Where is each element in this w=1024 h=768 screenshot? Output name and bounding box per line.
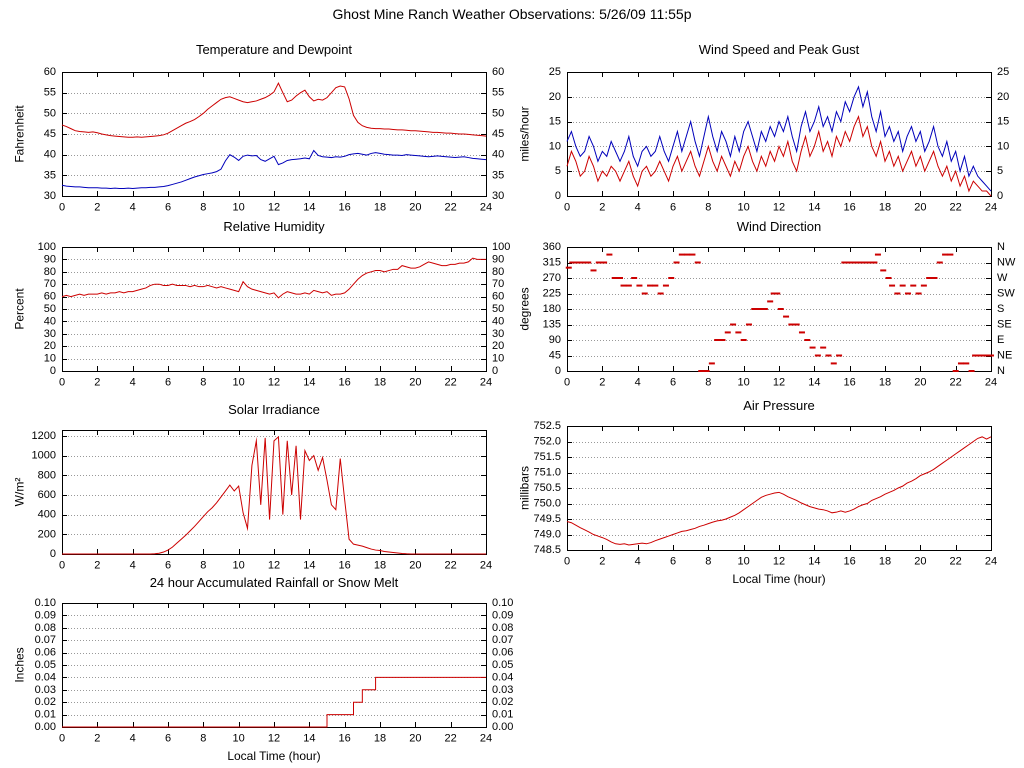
chart-air-pressure [513, 418, 1024, 574]
chart-temperature-dewpoint [8, 64, 520, 220]
chart-title-rainfall: 24 hour Accumulated Rainfall or Snow Mel… [149, 575, 399, 590]
chart-rainfall [8, 595, 520, 751]
chart-title-wind-speed: Wind Speed and Peak Gust [698, 42, 860, 57]
chart-title-solar: Solar Irradiance [228, 402, 320, 417]
chart-title-wind-direction: Wind Direction [736, 219, 822, 234]
chart-wind-speed-gust [513, 64, 1024, 220]
chart-wind-direction [513, 239, 1024, 395]
chart-solar-irradiance [8, 422, 520, 578]
chart-title-pressure: Air Pressure [743, 398, 815, 413]
chart-title-humidity: Relative Humidity [223, 219, 325, 234]
chart-title-temperature: Temperature and Dewpoint [195, 42, 353, 57]
chart-relative-humidity [8, 239, 520, 395]
rainfall-xaxis-label: Local Time (hour) [227, 749, 321, 763]
page-title: Ghost Mine Ranch Weather Observations: 5… [332, 6, 692, 22]
pressure-xaxis-label: Local Time (hour) [732, 572, 826, 586]
